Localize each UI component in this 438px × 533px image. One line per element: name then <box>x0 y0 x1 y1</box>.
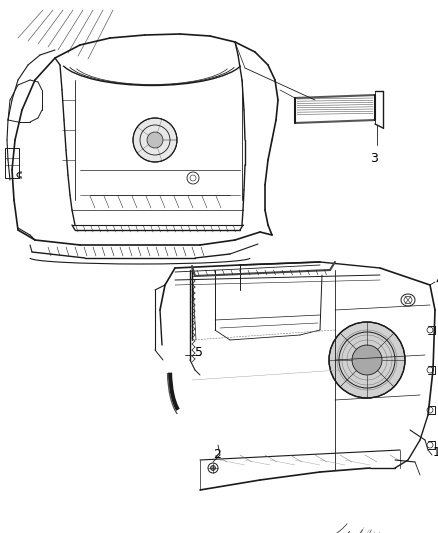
Text: 3: 3 <box>370 151 378 165</box>
Text: 1: 1 <box>433 446 438 458</box>
Circle shape <box>352 345 382 375</box>
Circle shape <box>147 132 163 148</box>
Text: 4: 4 <box>435 273 438 287</box>
Text: 2: 2 <box>213 448 221 462</box>
Bar <box>5 148 19 178</box>
Circle shape <box>133 118 177 162</box>
Circle shape <box>329 322 405 398</box>
Text: 5: 5 <box>195 345 203 359</box>
Circle shape <box>211 465 215 471</box>
